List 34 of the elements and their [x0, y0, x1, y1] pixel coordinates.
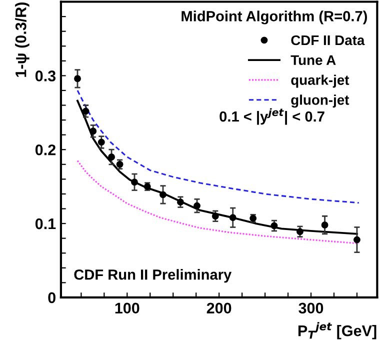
y-tick-label: 0	[48, 292, 56, 304]
line-series	[76, 160, 360, 244]
point	[82, 108, 90, 115]
point	[212, 212, 219, 220]
annotation: MidPoint Algorithm (R=0.7)	[182, 10, 367, 24]
annotation: 0.1 < |y$^{jet}$| < 0.7	[220, 108, 324, 125]
x-tick-label: 100	[115, 302, 140, 314]
point	[90, 128, 97, 135]
y-tick-label: 0.1	[35, 218, 56, 230]
legend-label: Tune A	[290, 55, 336, 66]
point	[98, 138, 105, 146]
annotation: CDF Run II Preliminary	[74, 269, 232, 283]
legend-label: gluon-jet	[291, 94, 350, 108]
point	[270, 222, 278, 230]
x-tick-label: 200	[206, 302, 232, 314]
point	[229, 214, 236, 222]
y-tick-label: 0.3	[35, 70, 56, 82]
point	[108, 154, 115, 160]
point	[131, 178, 138, 186]
point	[176, 198, 184, 206]
x-axis-title: P$_{T}$$^{jet}$ [GeV]	[298, 322, 376, 340]
y-tick-label: 0.2	[35, 144, 56, 156]
point	[194, 202, 200, 210]
point	[116, 160, 124, 168]
y-axis-title: 1-ψ (0.3/R)	[15, 2, 30, 77]
point	[296, 228, 304, 236]
point	[160, 191, 166, 198]
legend-label: quark-jet	[291, 74, 350, 88]
line-series	[76, 90, 360, 204]
legend-label: CDF II Data	[291, 35, 365, 46]
point	[353, 236, 360, 244]
point	[74, 75, 81, 82]
x-tick-label: 300	[298, 302, 324, 314]
point	[321, 222, 328, 228]
